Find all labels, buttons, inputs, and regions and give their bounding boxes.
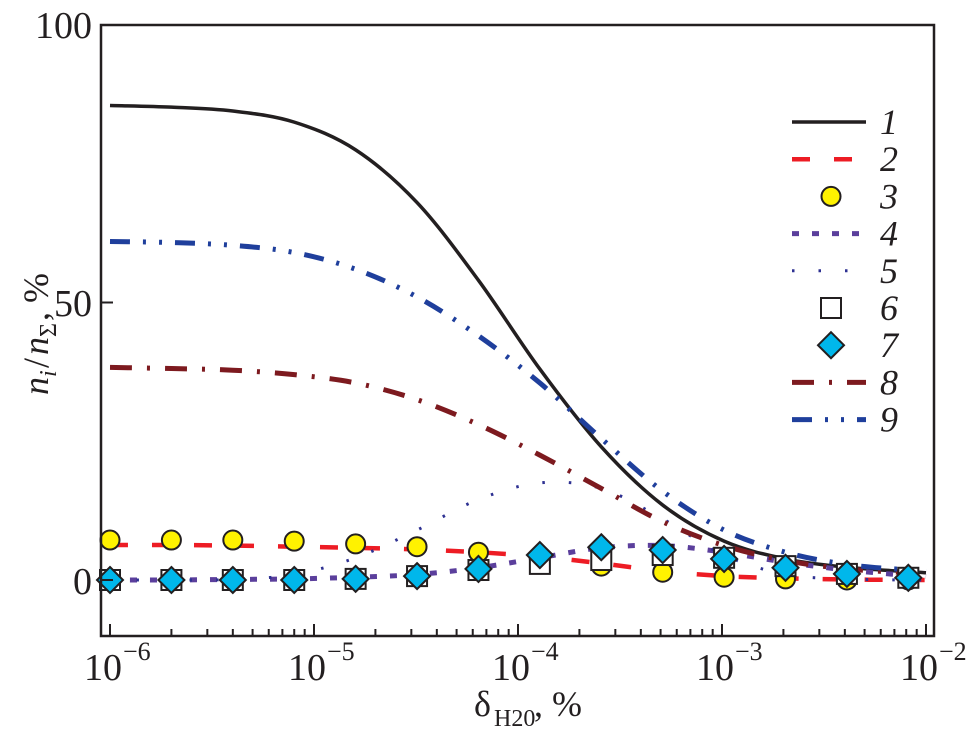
x-tick-label-exp: −6: [123, 637, 151, 666]
x-axis-label: δ H20 , %: [474, 684, 582, 732]
series-3-point: [283, 530, 305, 552]
y-tick-label-100: 100: [35, 5, 92, 47]
x-tick-labels: 10 −6 10 −5 10 −4 10 −3 10 −2: [84, 637, 967, 689]
series-7-point: [218, 565, 248, 595]
legend-label-1: 1: [880, 102, 898, 142]
x-tick-label-base: 10: [696, 647, 734, 689]
series-7-point: [771, 553, 800, 583]
y-axis-label-n1: n: [16, 377, 56, 395]
series-3-point: [406, 536, 428, 558]
plot-lines: [109, 103, 927, 583]
x-tick-label: 10 −2: [900, 637, 967, 689]
legend-label-7: 7: [880, 325, 900, 365]
legend-label-5: 5: [880, 251, 898, 291]
series-3-point: [345, 533, 367, 555]
legend-item-6: 6: [820, 288, 898, 328]
legend-item-9: 9: [792, 400, 898, 440]
series-3-point: [160, 529, 182, 551]
legend-label-9: 9: [880, 400, 898, 440]
y-axis-label: n i / n Σ , %: [16, 273, 62, 395]
legend-item-7: 7: [816, 325, 900, 365]
y-tick-label-0: 0: [73, 561, 92, 603]
legend-label-8: 8: [880, 362, 898, 402]
series-7-point: [156, 565, 186, 595]
series-7-point: [341, 564, 371, 594]
series-7-point: [648, 535, 678, 565]
series-7-point: [525, 540, 555, 570]
y-axis-label-sub1: i: [36, 370, 62, 377]
series-4-line: [109, 542, 927, 583]
x-tick-label-exp: −4: [531, 637, 559, 666]
y-tick-label-50: 50: [54, 283, 92, 325]
y-axis-label-suffix: , %: [16, 273, 56, 321]
x-tick-label-base: 10: [288, 647, 326, 689]
series-7-point: [832, 559, 862, 589]
y-ticks: [101, 24, 113, 581]
x-axis-label-suffix: , %: [534, 684, 582, 724]
x-tick-label: 10 −4: [492, 637, 559, 689]
series-7-point: [893, 563, 923, 593]
x-minor-ticks: [109, 624, 927, 636]
series-7-point: [464, 554, 493, 584]
x-tick-label-base: 10: [84, 647, 122, 689]
x-tick-label-base: 10: [900, 647, 938, 689]
plot-markers: [95, 529, 923, 595]
x-tick-label-base: 10: [492, 647, 530, 689]
x-tick-label: 10 −3: [696, 637, 763, 689]
y-axis-label-sub2: Σ: [36, 323, 62, 337]
x-axis-label-sub: H20: [494, 706, 535, 732]
series-7-point: [586, 532, 616, 562]
legend-item-2: 2: [792, 139, 898, 179]
legend-item-4: 4: [792, 214, 898, 254]
series-3-point: [222, 529, 244, 551]
legend-item-8: 8: [792, 362, 898, 402]
legend-swatch-6: [820, 297, 842, 319]
legend-label-4: 4: [880, 214, 898, 254]
series-7-point: [279, 565, 309, 595]
series-9-line: [109, 238, 927, 575]
legend-label-3: 3: [879, 176, 898, 216]
legend-label-6: 6: [880, 288, 898, 328]
x-tick-label-exp: −5: [327, 637, 355, 666]
series-3-point: [99, 529, 121, 551]
legend-item-5: 5: [792, 251, 898, 291]
x-tick-label: 10 −6: [84, 637, 151, 689]
legend-item-1: 1: [792, 102, 898, 142]
legend-item-3: 3: [820, 176, 898, 216]
x-tick-label-exp: −3: [735, 637, 763, 666]
y-axis-label-slash: /: [16, 358, 56, 368]
series-7-point: [709, 544, 739, 574]
series-8-line: [109, 364, 927, 577]
series-7-point: [402, 561, 432, 591]
legend-swatch-7: [816, 330, 846, 360]
legend-label-2: 2: [880, 139, 898, 179]
x-tick-label: 10 −5: [288, 637, 355, 689]
x-axis-label-main: δ: [474, 684, 491, 724]
legend-swatch-3: [820, 185, 842, 207]
x-tick-label-exp: −2: [939, 637, 967, 666]
series-1-line: [109, 103, 927, 575]
y-axis-label-n2: n: [16, 337, 56, 355]
